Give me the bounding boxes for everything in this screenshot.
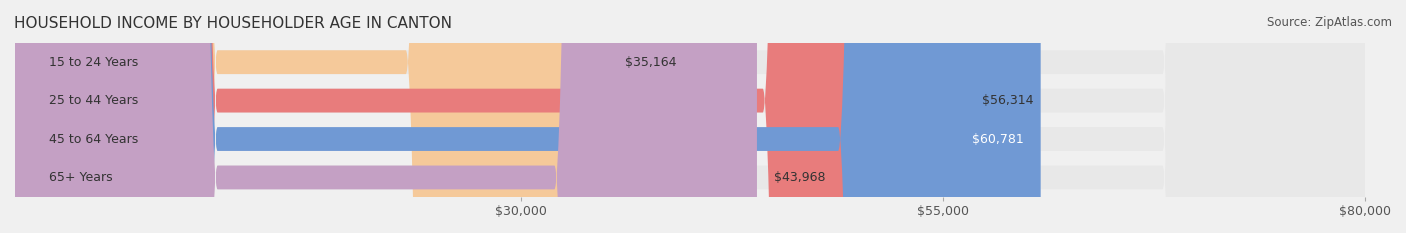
FancyBboxPatch shape	[15, 0, 1365, 233]
FancyBboxPatch shape	[15, 0, 1365, 233]
Text: $60,781: $60,781	[972, 133, 1024, 146]
Text: HOUSEHOLD INCOME BY HOUSEHOLDER AGE IN CANTON: HOUSEHOLD INCOME BY HOUSEHOLDER AGE IN C…	[14, 16, 453, 31]
FancyBboxPatch shape	[15, 0, 756, 233]
Text: 25 to 44 Years: 25 to 44 Years	[49, 94, 138, 107]
Text: Source: ZipAtlas.com: Source: ZipAtlas.com	[1267, 16, 1392, 29]
Text: 65+ Years: 65+ Years	[49, 171, 112, 184]
Text: 45 to 64 Years: 45 to 64 Years	[49, 133, 138, 146]
FancyBboxPatch shape	[15, 0, 609, 233]
Text: $35,164: $35,164	[626, 56, 676, 69]
Text: 15 to 24 Years: 15 to 24 Years	[49, 56, 138, 69]
FancyBboxPatch shape	[15, 0, 1040, 233]
Text: $43,968: $43,968	[773, 171, 825, 184]
FancyBboxPatch shape	[15, 0, 966, 233]
Text: $56,314: $56,314	[983, 94, 1033, 107]
FancyBboxPatch shape	[15, 0, 1365, 233]
FancyBboxPatch shape	[15, 0, 1365, 233]
